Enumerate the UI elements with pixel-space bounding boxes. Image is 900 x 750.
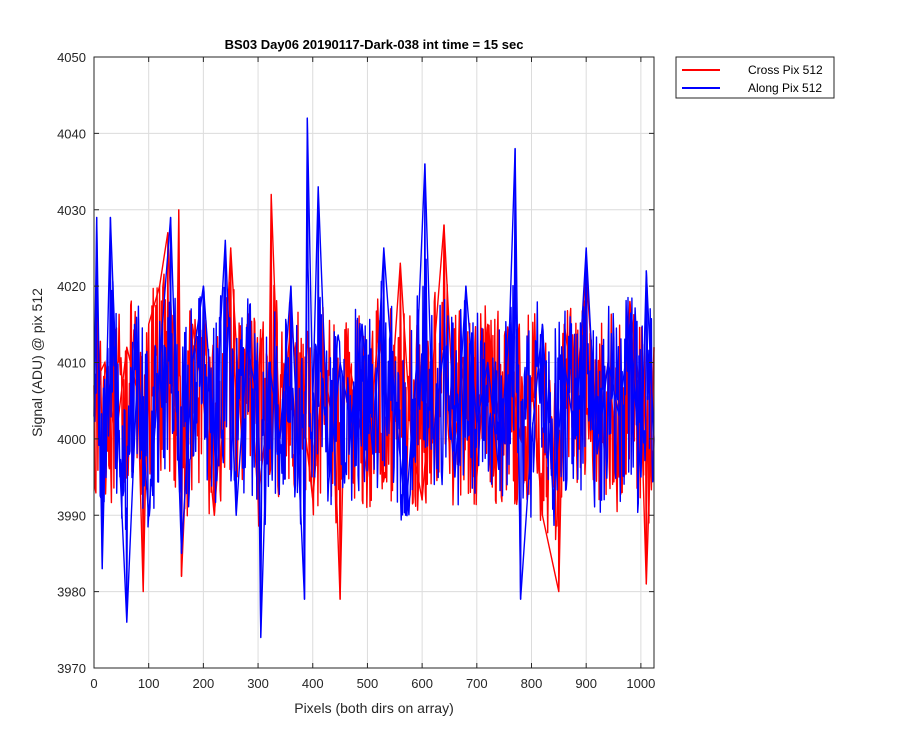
plot-area: 0 100 200 300 400 500 600 700 800 900 1000 3970 3980… [57, 50, 655, 691]
x-axis-label: Pixels (both dirs on array) [294, 700, 454, 716]
x-tick-label: 1000 [626, 676, 655, 691]
x-tick-label: 400 [302, 676, 324, 691]
y-tick-label: 3990 [57, 508, 86, 523]
legend-label-along: Along Pix 512 [748, 81, 822, 95]
x-tick-label: 0 [90, 676, 97, 691]
series-group [93, 117, 655, 639]
ticks-group: 0 100 200 300 400 500 600 700 800 900 1000 3970 3980… [57, 50, 655, 691]
y-tick-label: 4040 [57, 126, 86, 141]
x-tick-label: 200 [193, 676, 215, 691]
y-tick-label: 4000 [57, 432, 86, 447]
x-tick-label: 900 [575, 676, 597, 691]
x-tick-label: 500 [357, 676, 379, 691]
y-tick-label: 4010 [57, 356, 86, 371]
y-tick-label: 4050 [57, 50, 86, 65]
y-axis-label: Signal (ADU) @ pix 512 [29, 288, 45, 437]
x-tick-label: 700 [466, 676, 488, 691]
y-tick-label: 3970 [57, 661, 86, 676]
y-tick-label: 3980 [57, 585, 86, 600]
x-tick-label: 300 [247, 676, 269, 691]
legend-label-cross: Cross Pix 512 [748, 63, 823, 77]
chart-title: BS03 Day06 20190117-Dark-038 int time = … [225, 37, 524, 52]
series-peaks-along [93, 118, 655, 638]
x-tick-label: 100 [138, 676, 160, 691]
legend: Cross Pix 512 Along Pix 512 [675, 56, 835, 99]
legend-box [675, 56, 835, 99]
x-tick-label: 600 [411, 676, 433, 691]
series-line-along [93, 117, 655, 639]
y-tick-label: 4030 [57, 203, 86, 218]
y-tick-label: 4020 [57, 279, 86, 294]
series-peaks-cross [93, 194, 655, 600]
x-tick-label: 800 [521, 676, 543, 691]
